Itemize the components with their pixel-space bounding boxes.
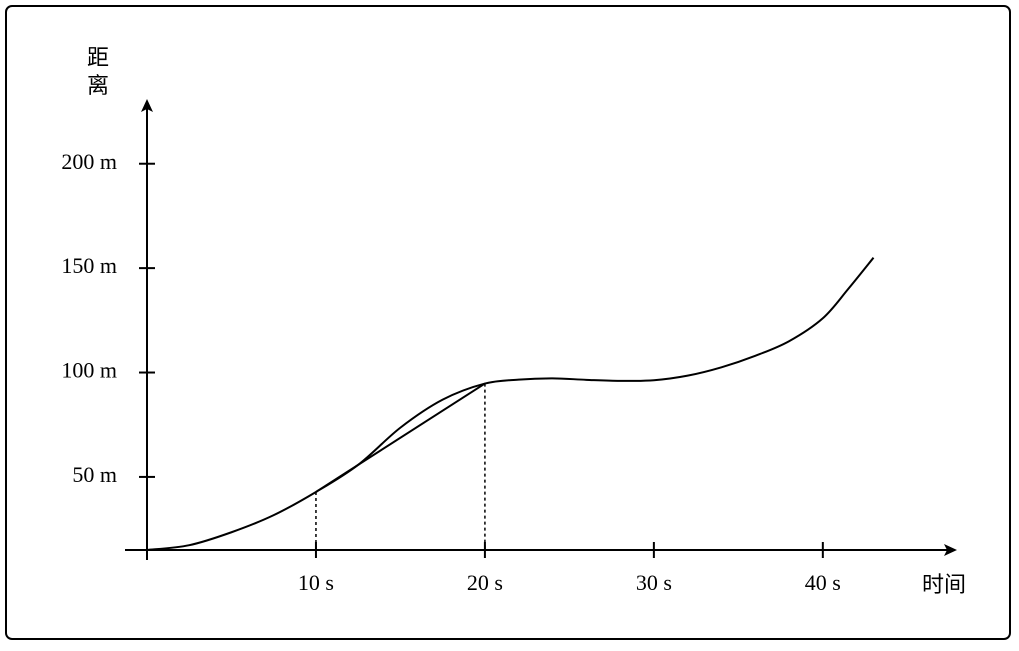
x-tick-label: 40 s bbox=[805, 570, 841, 595]
x-tick-label: 10 s bbox=[298, 570, 334, 595]
x-arrow bbox=[944, 544, 957, 556]
y-tick-label: 200 m bbox=[61, 149, 117, 174]
distance-curve bbox=[146, 257, 875, 551]
x-tick-label: 30 s bbox=[636, 570, 672, 595]
y-tick-label: 50 m bbox=[72, 462, 117, 487]
secant-line bbox=[315, 382, 486, 493]
x-axis-label: 时间 bbox=[922, 572, 966, 597]
y-axis-label: 距 bbox=[87, 45, 109, 70]
y-tick-label: 100 m bbox=[61, 358, 117, 383]
frame bbox=[5, 5, 1011, 640]
y-axis-label: 离 bbox=[87, 73, 109, 98]
y-arrow bbox=[141, 99, 153, 112]
y-tick-label: 150 m bbox=[61, 253, 117, 278]
x-tick-label: 20 s bbox=[467, 570, 503, 595]
